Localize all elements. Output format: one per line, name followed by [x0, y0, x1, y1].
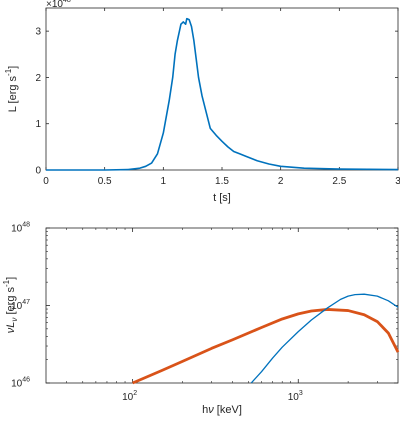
bottom-y-tick-label: 1047 [11, 299, 30, 312]
bottom-x-tick-label: 103 [288, 390, 303, 403]
bottom-y-tick-label: 1046 [11, 377, 30, 390]
bottom-series-line [132, 308, 400, 385]
spectrum-chart: 102 103 1046 1047 1048 hν [keV] νLν [erg s-1… [2, 222, 400, 416]
top-y-tick-label: 1 [35, 119, 41, 130]
top-series-line [46, 17, 399, 171]
top-y-axis-label: L [erg s-1] [4, 66, 19, 112]
light-curve-chart: 0 0.5 1 1.5 2 2.5 3 0 1 2 3 ×1048 t [s] L [erg s-1… [4, 0, 400, 204]
top-y-tick-label: 2 [35, 73, 41, 84]
top-y-tick-label: 3 [35, 27, 41, 38]
top-x-tick-label: 1.5 [215, 176, 229, 187]
top-x-tick-label: 3 [395, 176, 400, 187]
top-x-tick-label: 2 [278, 176, 284, 187]
top-plot-frame [45, 7, 399, 171]
bottom-x-axis-label: hν [keV] [202, 404, 242, 416]
bottom-y-axis-label: νLν [erg s-1] [2, 277, 19, 333]
bottom-series-line [250, 293, 399, 384]
top-x-axis-label: t [s] [213, 192, 231, 204]
top-x-tick-label: 0.5 [98, 176, 112, 187]
bottom-ticks: 102 103 1046 1047 1048 [11, 222, 398, 403]
bottom-y-tick-label: 1048 [11, 222, 30, 235]
top-y-tick-label: 0 [35, 166, 41, 177]
bottom-plot-frame [45, 227, 399, 384]
bottom-series-group [132, 293, 400, 385]
bottom-x-tick-label: 102 [122, 390, 137, 403]
top-series-group [46, 17, 399, 171]
top-ticks: 0 0.5 1 1.5 2 2.5 3 0 1 2 3 [35, 8, 400, 187]
top-y-exponent: ×1048 [46, 0, 71, 10]
top-x-tick-label: 1 [161, 176, 167, 187]
top-x-tick-label: 2.5 [332, 176, 346, 187]
top-x-tick-label: 0 [43, 176, 49, 187]
